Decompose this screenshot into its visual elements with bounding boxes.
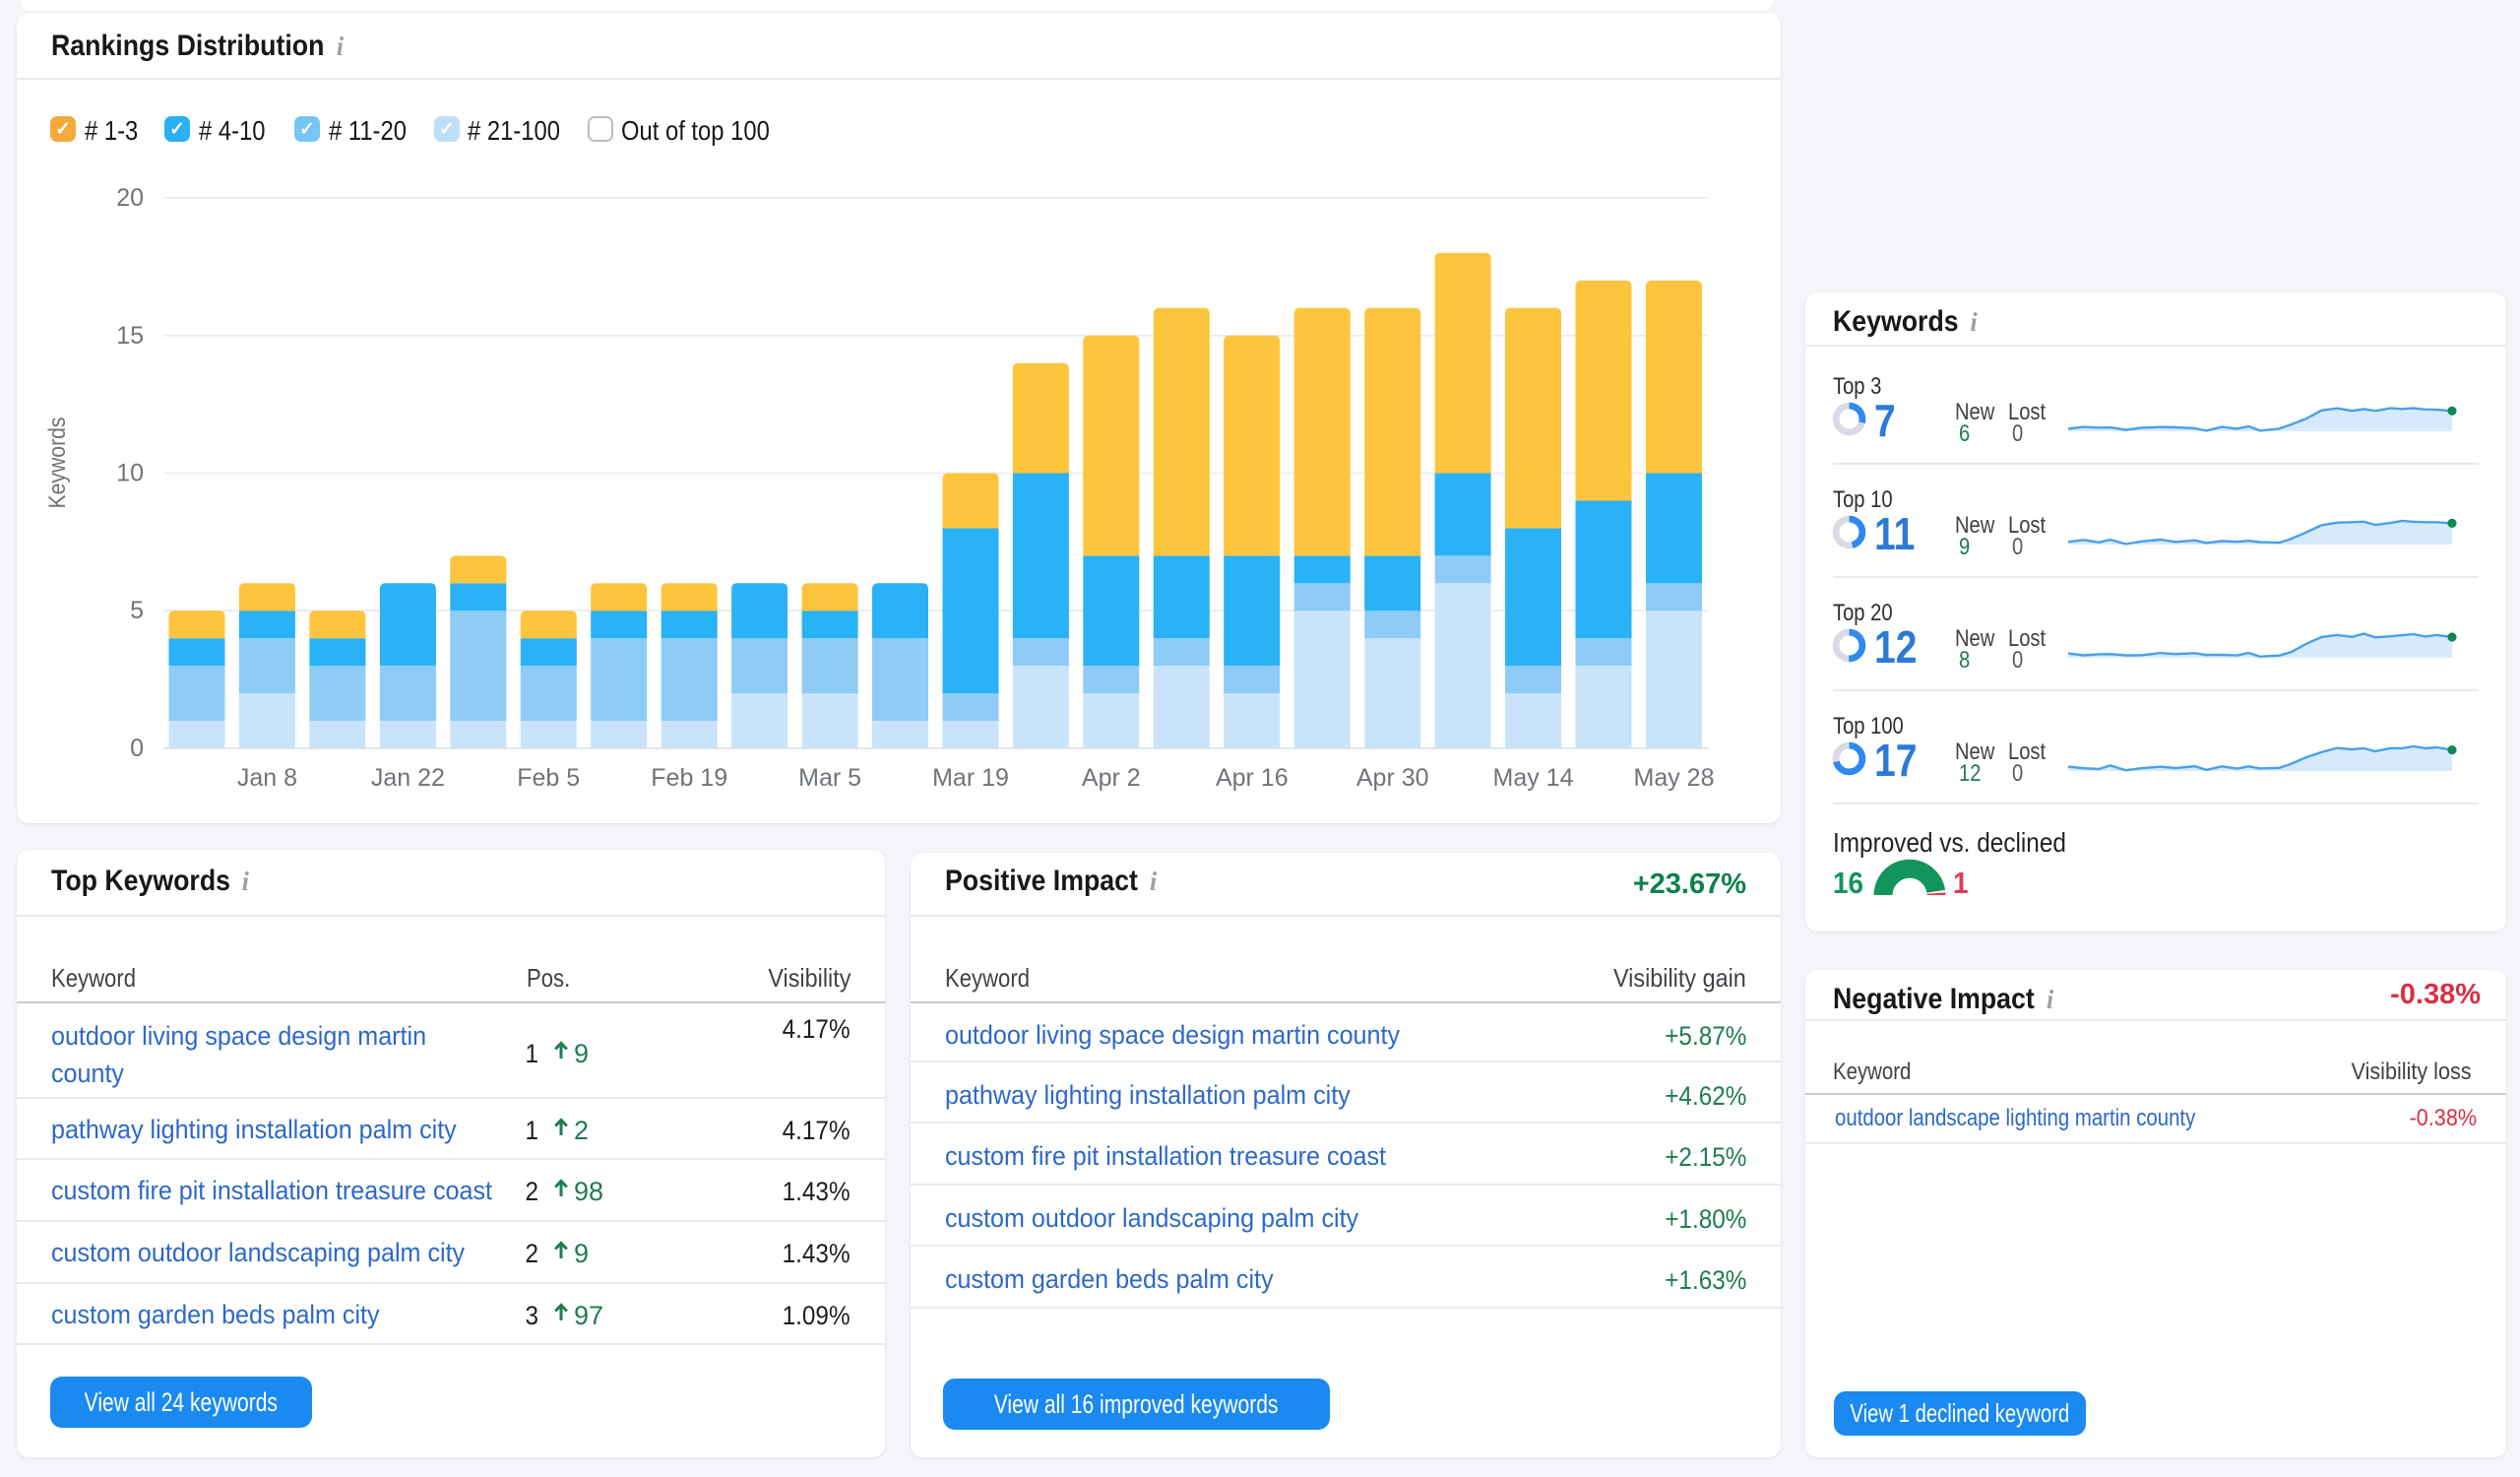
svg-text:Apr 16: Apr 16	[1216, 764, 1289, 792]
svg-text:Apr 2: Apr 2	[1082, 764, 1141, 792]
svg-text:0: 0	[130, 735, 144, 762]
svg-text:Mar 19: Mar 19	[932, 764, 1009, 792]
svg-text:Mar 5: Mar 5	[798, 764, 861, 792]
svg-text:5: 5	[130, 597, 144, 624]
svg-text:Feb 19: Feb 19	[651, 764, 727, 792]
svg-text:15: 15	[116, 322, 144, 350]
svg-text:Feb 5: Feb 5	[517, 764, 580, 792]
svg-text:Jan 22: Jan 22	[371, 764, 445, 792]
svg-text:20: 20	[116, 184, 144, 212]
svg-text:May 28: May 28	[1634, 764, 1715, 792]
svg-text:Apr 30: Apr 30	[1356, 764, 1429, 792]
svg-text:Jan 8: Jan 8	[237, 764, 297, 792]
svg-text:10: 10	[116, 460, 144, 487]
svg-text:May 14: May 14	[1493, 764, 1574, 792]
svg-text:Keywords: Keywords	[44, 417, 71, 509]
